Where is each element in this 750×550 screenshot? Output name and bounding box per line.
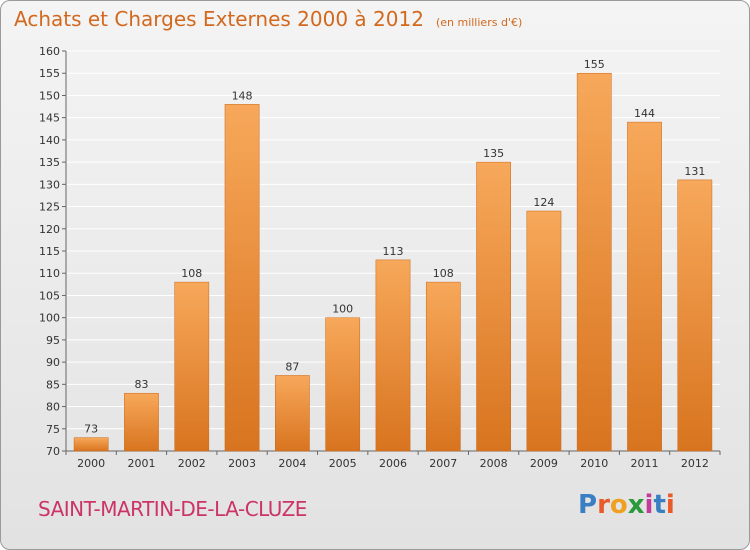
y-tick-label: 110: [39, 267, 60, 280]
bar-value-label: 131: [684, 165, 705, 178]
x-tick-label: 2011: [631, 457, 659, 470]
bar: [124, 392, 159, 452]
bar: [325, 317, 361, 452]
bar-value-label: 155: [584, 58, 605, 71]
bar: [224, 104, 260, 452]
x-tick-label: 2003: [228, 457, 256, 470]
x-tick-label: 2009: [530, 457, 558, 470]
x-tick-label: 2008: [480, 457, 508, 470]
chart-title-text: Achats et Charges Externes 2000 à 2012: [14, 7, 424, 31]
bars: [73, 72, 713, 452]
x-tick-label: 2002: [178, 457, 206, 470]
bar-value-label: 108: [433, 267, 454, 280]
bar: [476, 161, 511, 452]
chart-title: Achats et Charges Externes 2000 à 2012 (e…: [14, 7, 522, 31]
y-tick-label: 160: [39, 45, 60, 58]
y-tick-label: 80: [46, 401, 60, 414]
y-tick-label: 130: [39, 178, 60, 191]
x-tick-label: 2007: [429, 457, 457, 470]
place-name: SAINT-MARTIN-DE-LA-CLUZE: [38, 497, 307, 521]
bar-value-label: 87: [285, 360, 299, 373]
bar: [627, 121, 662, 452]
bar: [73, 437, 109, 452]
logo-letter: P: [578, 490, 598, 520]
y-tick-label: 105: [39, 289, 60, 302]
y-tick-label: 135: [39, 156, 60, 169]
bar-value-label: 135: [483, 147, 504, 160]
logo-letter: t: [653, 490, 666, 520]
data-labels: 73 83 108 148 87 100 113 108 135 124 155 144 131: [84, 58, 705, 435]
x-tick-label: 2000: [77, 457, 105, 470]
y-tick-label: 95: [46, 334, 60, 347]
x-tick-label: 2006: [379, 457, 407, 470]
y-tick-label: 125: [39, 201, 60, 214]
logo-letter: r: [597, 490, 610, 520]
bar-value-label: 148: [232, 89, 253, 102]
y-tick-label: 85: [46, 378, 60, 391]
y-tick-label: 115: [39, 245, 60, 258]
bar: [174, 281, 210, 452]
chart-unit: (en milliers d'€): [435, 16, 523, 29]
bar-value-label: 73: [84, 423, 98, 436]
logo-letter: x: [627, 490, 645, 520]
x-tick-label: 2004: [278, 457, 306, 470]
bar-value-label: 100: [332, 303, 353, 316]
y-tick-label: 70: [46, 445, 60, 458]
y-tick-label: 120: [39, 223, 60, 236]
logo-letter: i: [665, 490, 675, 520]
y-tick-label: 100: [39, 312, 60, 325]
bar: [576, 72, 612, 452]
y-tick-label: 145: [39, 112, 60, 125]
proxiti-logo[interactable]: Proxiti: [578, 490, 675, 520]
x-tick-label: 2005: [329, 457, 357, 470]
bar: [275, 375, 310, 452]
bar: [526, 210, 562, 452]
y-tick-label: 140: [39, 134, 60, 147]
bar-value-label: 144: [634, 107, 655, 120]
bar-value-label: 124: [533, 196, 554, 209]
x-tick-label: 2001: [127, 457, 155, 470]
y-tick-label: 155: [39, 67, 60, 80]
y-tick-label: 90: [46, 356, 60, 369]
logo-letter: i: [644, 490, 654, 520]
y-tick-label: 150: [39, 89, 60, 102]
bar-value-label: 83: [134, 378, 148, 391]
bar: [375, 259, 411, 452]
x-tick-label: 2012: [681, 457, 709, 470]
y-tick-label: 75: [46, 423, 60, 436]
axes: 70 75 80 85 90 95 100 105 110 115 120 125 130 135 140 1…: [39, 45, 721, 470]
x-tick-label: 2010: [580, 457, 608, 470]
bar: [425, 281, 461, 452]
bar-value-label: 108: [181, 267, 202, 280]
logo-letter: o: [609, 490, 628, 520]
bar-value-label: 113: [383, 245, 404, 258]
bar: [677, 179, 713, 452]
